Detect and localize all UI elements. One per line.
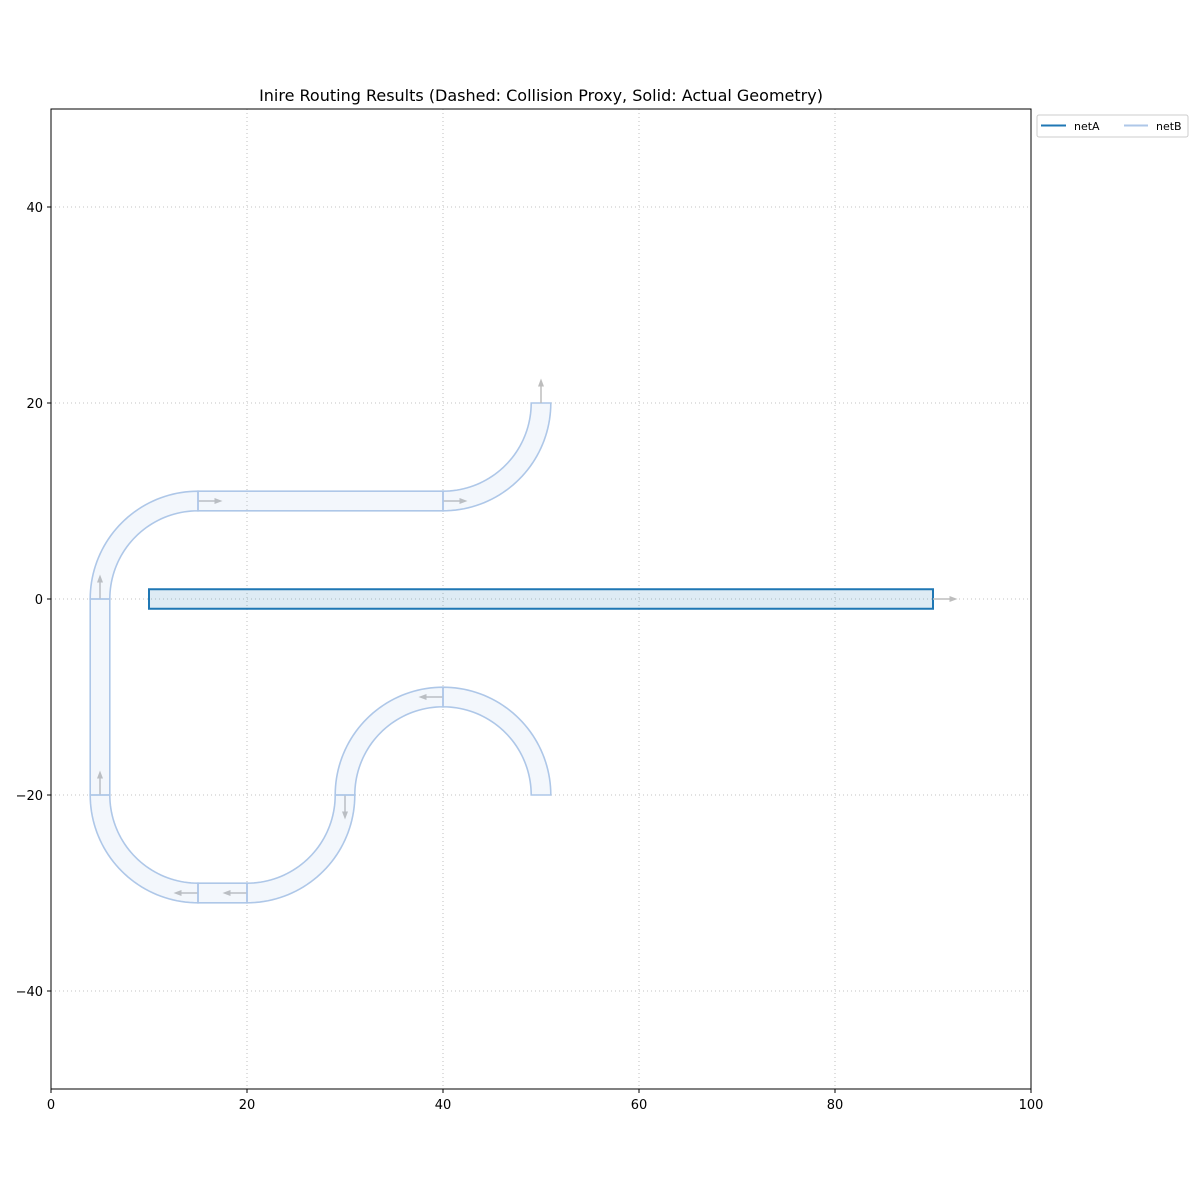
netB-direction-arrow bbox=[342, 795, 348, 820]
y-tick-label: 40 bbox=[26, 201, 43, 216]
netB-direction-arrow bbox=[418, 694, 443, 700]
netB-segment bbox=[442, 686, 552, 796]
y-tick-label: 20 bbox=[26, 397, 43, 412]
netB-direction-arrow bbox=[97, 770, 103, 795]
x-tick-label: 40 bbox=[435, 1098, 452, 1113]
legend: netA netB bbox=[1036, 114, 1189, 138]
netB-segment bbox=[334, 686, 444, 796]
y-tick-label: −40 bbox=[16, 985, 43, 1000]
netB-segment bbox=[89, 490, 199, 600]
x-tick-label: 20 bbox=[239, 1098, 256, 1113]
y-tick-label: −20 bbox=[16, 789, 43, 804]
legend-label-netA: netA bbox=[1074, 120, 1100, 133]
x-tick-label: 0 bbox=[47, 1098, 55, 1113]
netA-segment bbox=[148, 588, 934, 610]
x-tick-label: 100 bbox=[1019, 1098, 1044, 1113]
x-tick-label: 80 bbox=[827, 1098, 844, 1113]
netB-segment bbox=[197, 490, 444, 512]
netB-segment bbox=[197, 882, 248, 904]
netB-segment bbox=[442, 402, 552, 512]
netB-direction-arrow bbox=[173, 890, 198, 896]
netB-direction-arrow bbox=[222, 890, 247, 896]
y-tick-label: 0 bbox=[35, 593, 43, 608]
netB-direction-arrow bbox=[97, 574, 103, 599]
ticks: 0 20 40 60 80 100 −40 −20 0 20 40 bbox=[16, 201, 1044, 1113]
netB-direction-arrow bbox=[198, 498, 223, 504]
netA-direction-arrow bbox=[933, 596, 958, 602]
chart-title: Inire Routing Results (Dashed: Collision… bbox=[259, 86, 823, 105]
netB-segment bbox=[89, 598, 111, 796]
legend-label-netB: netB bbox=[1156, 120, 1182, 133]
netB-direction-arrow bbox=[443, 498, 468, 504]
netB-direction-arrow bbox=[538, 378, 544, 403]
x-tick-label: 60 bbox=[631, 1098, 648, 1113]
netB-segment bbox=[246, 794, 356, 904]
plot-area bbox=[89, 378, 958, 904]
netB-segment bbox=[89, 794, 199, 904]
